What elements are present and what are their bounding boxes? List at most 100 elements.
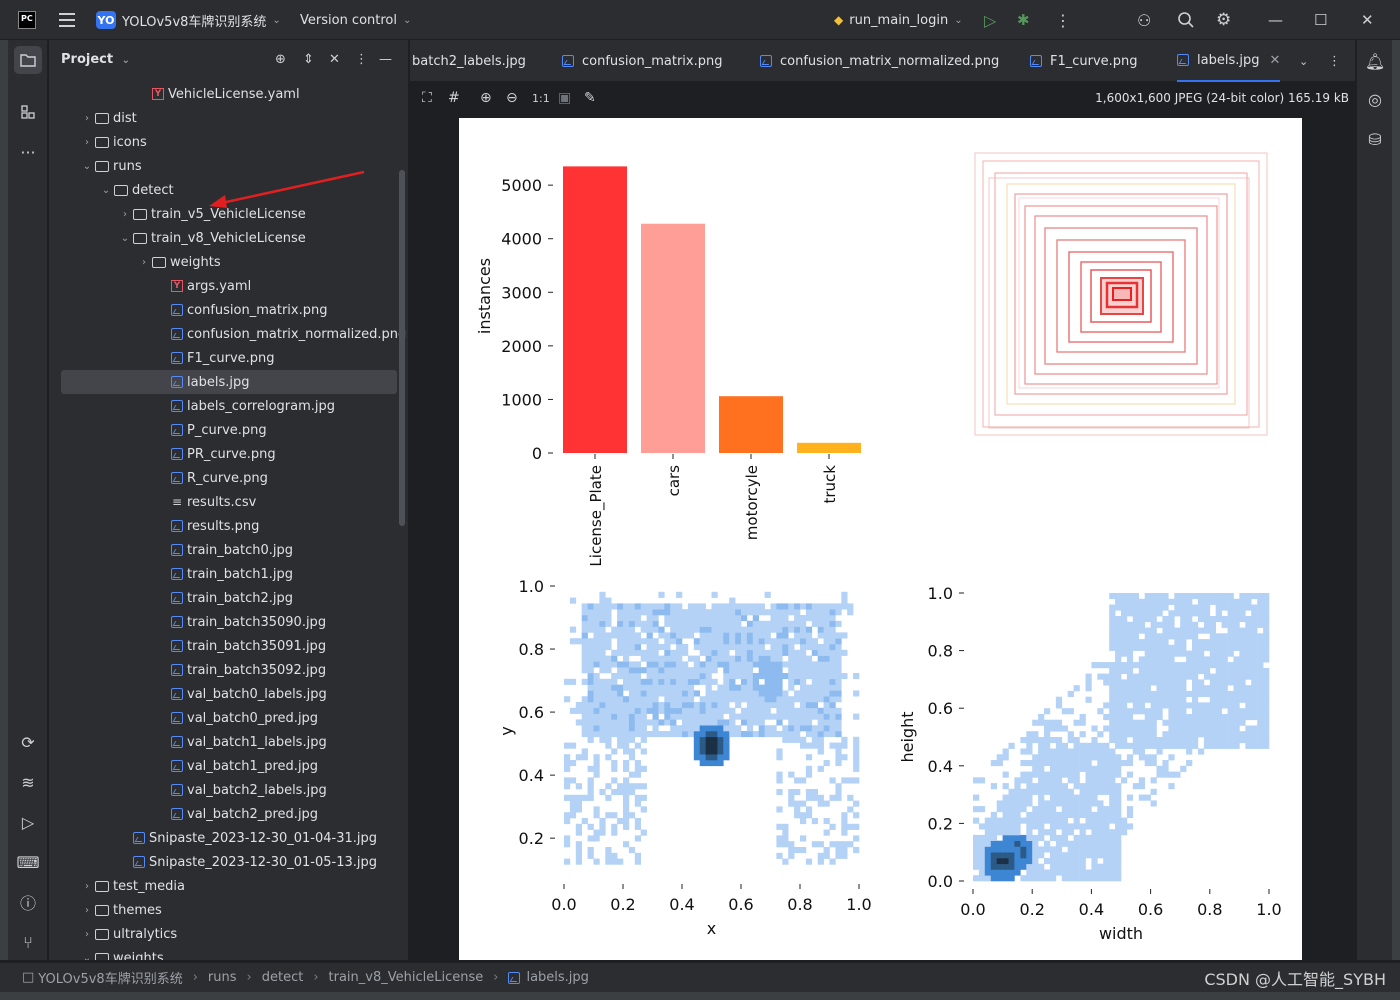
- fit-window-icon[interactable]: ⛶: [422, 90, 432, 106]
- tree-file-item[interactable]: confusion_matrix.png: [49, 298, 408, 322]
- search-icon[interactable]: [1177, 0, 1195, 40]
- grid-icon[interactable]: #: [448, 90, 460, 106]
- git-branch-icon[interactable]: ⑂: [23, 932, 33, 952]
- tree-file-item[interactable]: train_batch2.jpg: [49, 586, 408, 610]
- actual-size-button[interactable]: 1:1: [532, 92, 550, 105]
- breadcrumb-item[interactable]: detect: [261, 970, 304, 985]
- run-icon[interactable]: ▷: [984, 10, 997, 30]
- terminal-icon[interactable]: ⌨: [16, 852, 40, 872]
- problems-icon[interactable]: ⓘ: [19, 894, 36, 913]
- tree-file-item[interactable]: P_curve.png: [49, 418, 408, 442]
- tree-file-item[interactable]: Snipaste_2023-12-30_01-04-31.jpg: [49, 826, 408, 850]
- chevron-icon[interactable]: ⌄: [82, 952, 92, 961]
- editor-tab[interactable]: confusion_matrix.png: [562, 40, 723, 82]
- zoom-in-icon[interactable]: ⊕: [480, 90, 492, 106]
- expand-all-icon[interactable]: ⇕: [303, 52, 314, 67]
- tree-file-item[interactable]: val_batch2_labels.jpg: [49, 778, 408, 802]
- zoom-out-icon[interactable]: ⊖: [506, 90, 518, 106]
- chevron-icon[interactable]: ⌄: [82, 160, 92, 172]
- maximize-icon[interactable]: ☐: [1314, 11, 1328, 29]
- minimize-icon[interactable]: —: [1268, 11, 1283, 29]
- tree-folder-item[interactable]: ⌄ weights: [49, 946, 408, 961]
- tree-file-item[interactable]: val_batch1_labels.jpg: [49, 730, 408, 754]
- settings-gear-icon[interactable]: ⚙: [1216, 10, 1232, 30]
- tree-folder-item[interactable]: › test_media: [49, 874, 408, 898]
- tree-folder-item[interactable]: ⌄ detect: [49, 178, 408, 202]
- editor-tab[interactable]: batch2_labels.jpg: [412, 40, 526, 82]
- options-icon[interactable]: ⋮: [355, 52, 368, 67]
- debug-icon[interactable]: ✱: [1017, 11, 1030, 29]
- color-picker-icon[interactable]: ✎: [584, 90, 596, 106]
- tree-file-item[interactable]: R_curve.png: [49, 466, 408, 490]
- tree-file-item[interactable]: train_batch35090.jpg: [49, 610, 408, 634]
- breadcrumb-item[interactable]: train_v8_VehicleLicense: [328, 970, 484, 985]
- project-tool-folder-icon[interactable]: [14, 46, 42, 74]
- project-badge[interactable]: YO: [96, 11, 116, 29]
- tree-file-item[interactable]: val_batch2_pred.jpg: [49, 802, 408, 826]
- version-control-menu[interactable]: Version control ⌄: [300, 0, 411, 40]
- main-menu-icon[interactable]: [58, 0, 76, 40]
- tree-file-item[interactable]: Y VehicleLicense.yaml: [49, 82, 408, 106]
- chevron-icon[interactable]: ›: [85, 112, 89, 124]
- hide-panel-icon[interactable]: —: [379, 52, 392, 67]
- database-icon[interactable]: ⛁: [1368, 130, 1382, 149]
- tree-folder-item[interactable]: ⌄ train_v8_VehicleLicense: [49, 226, 408, 250]
- tree-file-item[interactable]: labels.jpg: [61, 370, 397, 394]
- notifications-bell-icon[interactable]: 🔔︎: [1364, 52, 1386, 71]
- chevron-icon[interactable]: ›: [142, 256, 146, 268]
- breadcrumb-item[interactable]: labels.jpg: [526, 970, 589, 985]
- chevron-icon[interactable]: ⌄: [101, 184, 111, 196]
- locate-file-icon[interactable]: ⊕: [275, 52, 286, 67]
- project-switcher[interactable]: YOLOv5v8车牌识别系统 ⌄: [122, 0, 281, 40]
- tree-file-item[interactable]: PR_curve.png: [49, 442, 408, 466]
- project-panel-title[interactable]: Project ⌄: [61, 52, 130, 67]
- tabs-dropdown-icon[interactable]: ⌄: [1299, 54, 1309, 68]
- tree-file-item[interactable]: labels_correlogram.jpg: [49, 394, 408, 418]
- ai-assistant-icon[interactable]: ◎: [1368, 90, 1382, 109]
- tree-folder-item[interactable]: › weights: [49, 250, 408, 274]
- tree-folder-item[interactable]: › train_v5_VehicleLicense: [49, 202, 408, 226]
- tree-folder-item[interactable]: › ultralytics: [49, 922, 408, 946]
- tree-folder-item[interactable]: › dist: [49, 106, 408, 130]
- code-with-me-icon[interactable]: ⚇: [1137, 10, 1152, 30]
- tree-file-item[interactable]: results.png: [49, 514, 408, 538]
- tree-folder-item[interactable]: ⌄ runs: [49, 154, 408, 178]
- chevron-icon[interactable]: ›: [85, 904, 89, 916]
- tree-file-item[interactable]: val_batch1_pred.jpg: [49, 754, 408, 778]
- tree-file-item[interactable]: val_batch0_labels.jpg: [49, 682, 408, 706]
- structure-icon[interactable]: [14, 98, 42, 126]
- tree-file-item[interactable]: F1_curve.png: [49, 346, 408, 370]
- services-icon[interactable]: ▷: [21, 812, 35, 832]
- layers-icon[interactable]: ≋: [21, 772, 35, 792]
- collapse-all-icon[interactable]: ✕: [329, 52, 340, 67]
- breadcrumb-item[interactable]: YOLOv5v8车牌识别系统: [38, 972, 183, 987]
- project-scrollbar[interactable]: [399, 170, 405, 526]
- tree-file-item[interactable]: ≡ results.csv: [49, 490, 408, 514]
- close-tab-icon[interactable]: ✕: [1269, 52, 1281, 68]
- python-packages-icon[interactable]: ⟳: [21, 732, 35, 752]
- tree-file-item[interactable]: val_batch0_pred.jpg: [49, 706, 408, 730]
- chevron-icon[interactable]: ›: [85, 928, 89, 940]
- tree-folder-item[interactable]: › icons: [49, 130, 408, 154]
- tree-file-item[interactable]: train_batch0.jpg: [49, 538, 408, 562]
- more-actions-icon[interactable]: ⋮: [1055, 10, 1071, 30]
- tree-file-item[interactable]: train_batch1.jpg: [49, 562, 408, 586]
- chevron-icon[interactable]: ›: [123, 208, 127, 220]
- close-icon[interactable]: ✕: [1361, 11, 1374, 29]
- chevron-icon[interactable]: ›: [85, 880, 89, 892]
- editor-tab[interactable]: confusion_matrix_normalized.png: [760, 40, 999, 82]
- chevron-icon[interactable]: ›: [85, 136, 89, 148]
- tree-file-item[interactable]: confusion_matrix_normalized.png: [49, 322, 408, 346]
- more-tools-icon[interactable]: ···: [20, 142, 36, 162]
- tree-file-item[interactable]: Snipaste_2023-12-30_01-05-13.jpg: [49, 850, 408, 874]
- editor-tab[interactable]: labels.jpg ✕: [1177, 40, 1281, 82]
- editor-tab[interactable]: F1_curve.png: [1030, 40, 1138, 82]
- tree-folder-item[interactable]: › themes: [49, 898, 408, 922]
- background-chessboard-icon[interactable]: ▣: [558, 90, 572, 106]
- tree-file-item[interactable]: train_batch35091.jpg: [49, 634, 408, 658]
- tabs-options-icon[interactable]: ⋮: [1328, 53, 1341, 69]
- chevron-icon[interactable]: ⌄: [120, 232, 130, 244]
- breadcrumb-item[interactable]: runs: [207, 970, 237, 985]
- tree-file-item[interactable]: train_batch35092.jpg: [49, 658, 408, 682]
